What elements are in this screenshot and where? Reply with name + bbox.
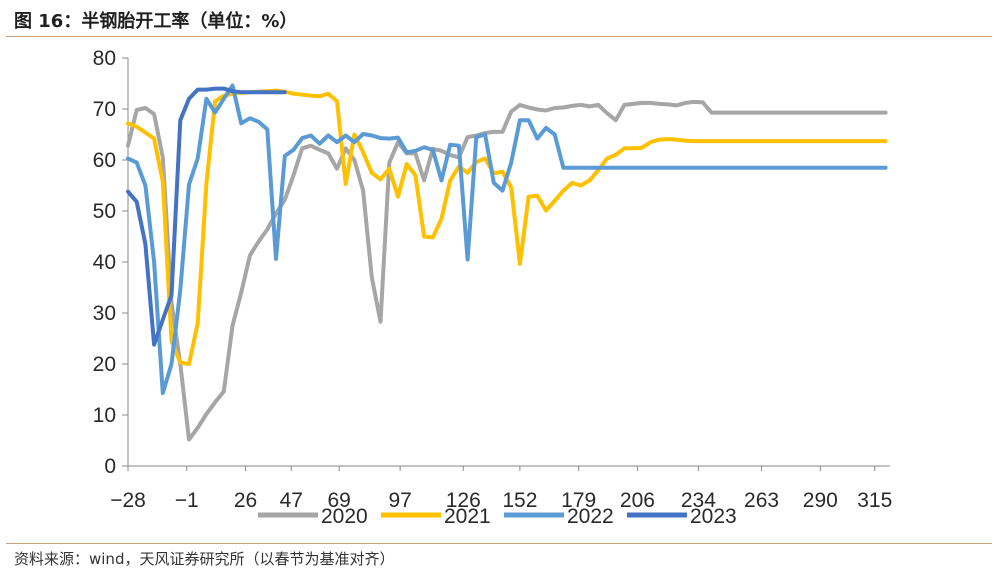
- top-divider: [6, 36, 992, 37]
- series-line-2021: [126, 88, 888, 366]
- y-tick-label: 70: [93, 98, 116, 121]
- x-tick-label: 234: [681, 489, 716, 512]
- y-tick-label: 80: [93, 47, 116, 70]
- x-tick-label: 152: [502, 489, 537, 512]
- x-tick-label: 179: [561, 489, 596, 512]
- y-tick-label: 0: [104, 455, 116, 478]
- x-tick-label: −1: [175, 489, 199, 512]
- y-tick-label: 50: [93, 200, 116, 223]
- series-line-2022: [126, 83, 888, 396]
- axes: 0 10 20 30 40 50 60 70 80 −28 −1 26 47 69 97 126 152 179 2…: [93, 47, 893, 512]
- y-tick-label: 30: [93, 302, 116, 325]
- x-tick-label: 315: [857, 489, 892, 512]
- series-layer: [126, 83, 888, 442]
- x-tick-label: 97: [388, 489, 411, 512]
- y-tick-label: 40: [93, 251, 116, 274]
- legend-label-2022: 2022: [567, 505, 614, 528]
- y-tick-label: 20: [93, 353, 116, 376]
- series-line-2020: [126, 99, 888, 442]
- series-line-2023: [126, 86, 287, 347]
- figure-header: 图 16：半钢胎开工率（单位：%）: [0, 0, 998, 36]
- x-tick-label: 47: [280, 489, 303, 512]
- x-tick-label: −28: [110, 489, 146, 512]
- x-tick-label: 26: [234, 489, 257, 512]
- legend-label-2020: 2020: [321, 505, 368, 528]
- legend-label-2021: 2021: [444, 505, 491, 528]
- figure-title: 图 16：半钢胎开工率（单位：%）: [14, 11, 298, 32]
- x-tick-label: 69: [328, 489, 351, 512]
- bottom-divider: [6, 543, 992, 544]
- x-tick-label: 263: [744, 489, 779, 512]
- x-tick-label: 126: [446, 489, 481, 512]
- y-tick-label: 60: [93, 149, 116, 172]
- y-tick-label: 10: [93, 404, 116, 427]
- legend: 2020 2021 2022 2023: [258, 505, 737, 528]
- x-tick-label: 290: [803, 489, 838, 512]
- source-note: 资料来源：wind，天风证券研究所（以春节为基准对齐）: [14, 550, 395, 568]
- legend-label-2023: 2023: [690, 505, 737, 528]
- x-tick-label: 206: [620, 489, 655, 512]
